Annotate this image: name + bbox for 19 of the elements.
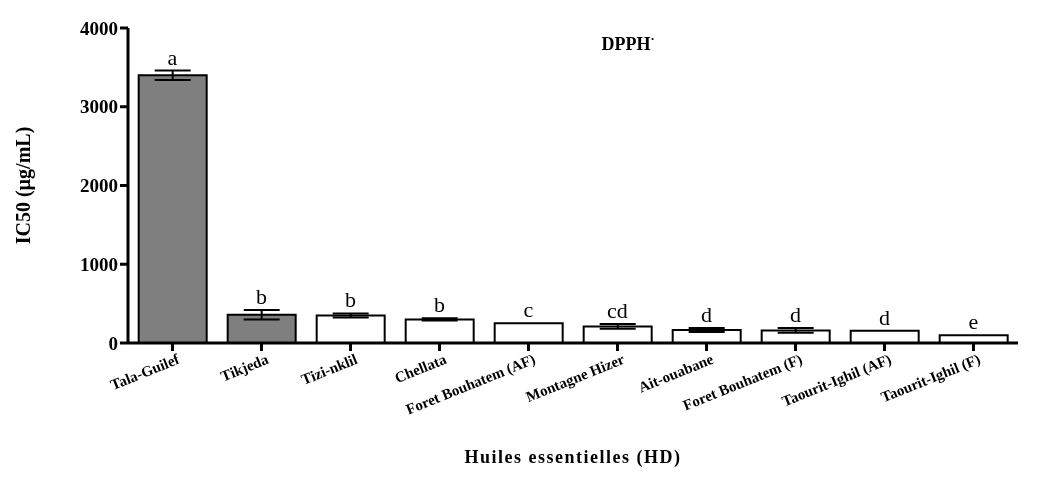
annotation: e xyxy=(968,309,979,335)
y-tick-label: 2000 xyxy=(80,175,118,197)
y-tick-label: 1000 xyxy=(80,253,118,275)
y-tick-label: 4000 xyxy=(80,17,118,39)
annotation: d xyxy=(790,302,801,328)
chart-title: DPPH$^{·}$ xyxy=(601,32,655,54)
x-tick-label: Tikjeda xyxy=(218,350,272,385)
y-axis-title: IC50 (µg/mL) xyxy=(12,126,36,245)
x-axis-title: Huiles essentielles (HD) xyxy=(464,447,682,468)
annotation: d xyxy=(879,304,890,330)
y-tick-label: 0 xyxy=(108,332,118,354)
annotation: b xyxy=(256,283,267,309)
annotation: c xyxy=(523,297,534,323)
annotation: a xyxy=(167,44,178,70)
annotation: b xyxy=(434,292,445,318)
annotation: cd xyxy=(607,298,628,324)
annotation: b xyxy=(345,287,356,313)
annotation: d xyxy=(701,302,712,328)
y-tick-label: 3000 xyxy=(80,96,118,118)
